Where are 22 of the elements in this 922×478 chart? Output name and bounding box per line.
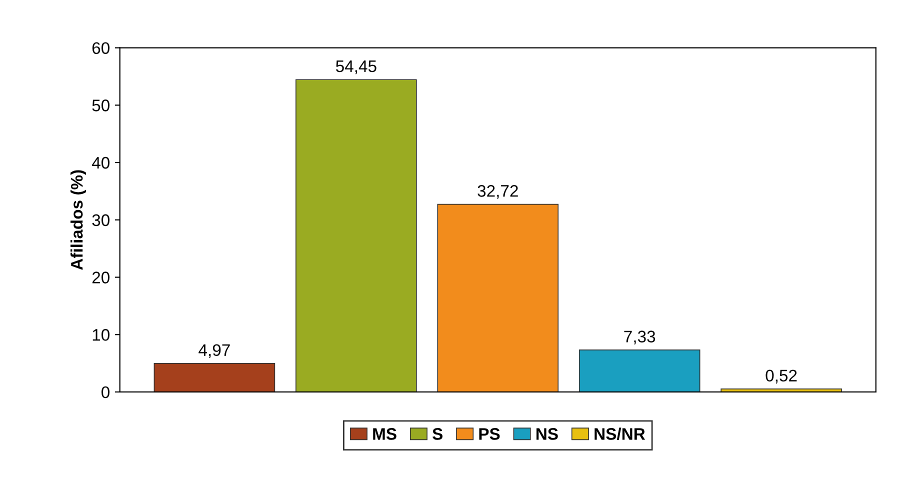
data-label: 32,72 [478, 185, 518, 199]
y-axis-title: Afiliados (%) [70, 170, 86, 270]
data-label: 4,97 [198, 344, 230, 358]
legend-label: S [432, 428, 442, 440]
legend-label: NS/NR [594, 428, 646, 440]
y-tick-label: 40 [92, 156, 110, 169]
y-tick-label: 20 [92, 272, 110, 284]
bar [578, 349, 700, 392]
bar [154, 363, 276, 392]
y-tick-label: 30 [92, 214, 110, 226]
data-label: 54,45 [336, 60, 376, 74]
y-tick-label: 0 [102, 386, 110, 398]
bar [296, 79, 417, 392]
bar [437, 204, 559, 392]
data-label: 0,52 [766, 370, 797, 384]
legend-label: PS [479, 428, 500, 440]
y-tick-label: 60 [92, 42, 110, 54]
legend-label: MS [373, 428, 396, 440]
y-tick-label: 50 [92, 100, 110, 112]
y-tick-label: 10 [92, 329, 110, 341]
data-label: 7,33 [624, 330, 656, 344]
legend-label: NS [536, 428, 558, 440]
